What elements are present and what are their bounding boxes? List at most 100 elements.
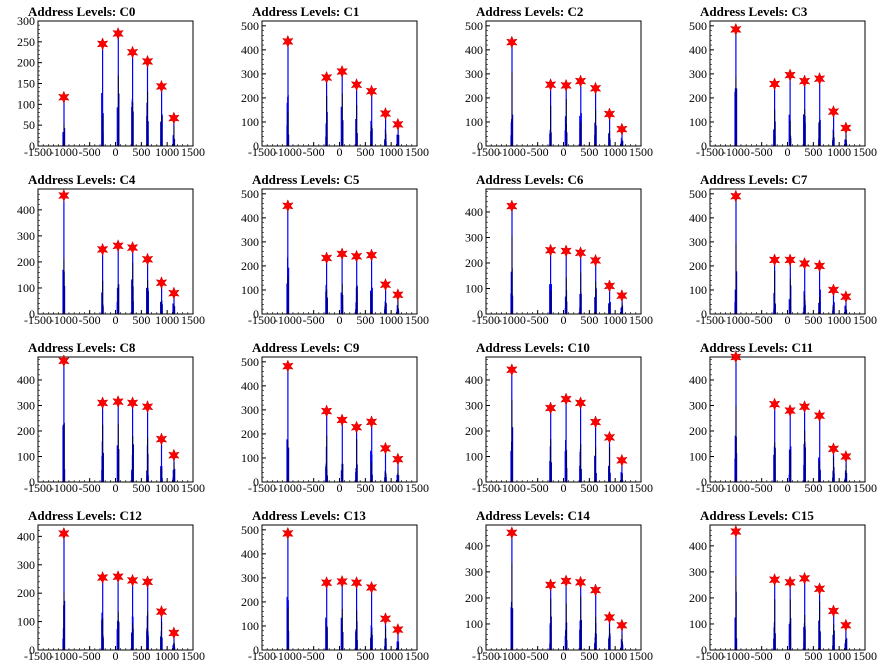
histogram-bars	[510, 372, 624, 482]
y-tick-label: 300	[689, 235, 707, 249]
x-tick-label: 1500	[629, 313, 653, 327]
x-tick-label: 0	[337, 145, 343, 159]
y-tick-label: 100	[241, 451, 259, 465]
y-tick-label: 400	[17, 529, 35, 543]
histogram-bars	[62, 201, 176, 314]
y-tick-label: 400	[465, 205, 483, 219]
histogram-bars	[510, 44, 624, 146]
panel-title: Address Levels: C12	[28, 508, 142, 523]
histogram-bars	[734, 530, 848, 650]
y-tick-label: 0	[477, 139, 483, 153]
y-tick-label: 0	[29, 307, 35, 321]
peak-marker	[392, 622, 404, 637]
y-tick-label: 300	[17, 398, 35, 412]
y-tick-label: 500	[241, 187, 259, 201]
panel-title: Address Levels: C9	[252, 340, 360, 355]
peak-marker	[168, 111, 180, 125]
histogram-bars	[734, 194, 848, 314]
y-tick-label: 200	[17, 56, 35, 70]
x-tick-label: 1000	[155, 145, 179, 159]
peak-marker	[141, 575, 154, 589]
panel-plot: -1500-1000 -500 0 500 1000 1500 0 100 200 300 400	[689, 350, 877, 495]
peak-marker	[813, 72, 826, 86]
peak-markers	[282, 526, 404, 637]
x-tick-label: -1500	[248, 145, 276, 159]
y-tick-label: 0	[701, 475, 707, 489]
plot-frame	[37, 20, 194, 147]
x-tick-label: -1500	[472, 145, 500, 159]
peak-marker	[392, 288, 404, 302]
y-tick-label: 300	[689, 565, 707, 579]
x-tick-label: 1000	[155, 649, 179, 663]
peak-marker	[379, 106, 392, 121]
peak-marker	[282, 526, 294, 541]
peak-marker	[336, 574, 348, 589]
peak-marker	[336, 64, 348, 79]
histogram-panel-c2: Address Levels: C2 -1500 -1000 -500 0 500 1000…	[448, 0, 672, 168]
y-tick-label: 0	[253, 139, 259, 153]
x-tick-label: -1000	[50, 481, 78, 495]
peak-markers	[282, 359, 404, 466]
y-tick-label: 0	[477, 307, 483, 321]
x-tick-label: 1000	[379, 313, 403, 327]
y-tick-label: 400	[465, 373, 483, 387]
histogram-panel-c10: Address Levels: C10 -1500 -1000 -500 0 500 100…	[448, 336, 672, 504]
peak-marker	[112, 239, 124, 253]
panel-title: Address Levels: C10	[476, 340, 590, 355]
y-tick-label: 100	[465, 281, 483, 295]
peak-marker	[155, 276, 168, 290]
panel-plot: -1500-1000 -500 0 500 1000 1500 0 100 200 300 400	[17, 354, 205, 495]
peak-marker	[58, 188, 70, 203]
y-tick-label: 500	[241, 523, 259, 537]
x-tick-label: -1500	[24, 649, 52, 663]
x-tick-label: 1000	[155, 313, 179, 327]
peak-marker	[506, 363, 518, 377]
y-tick-label: 400	[689, 373, 707, 387]
peak-marker	[589, 253, 602, 268]
y-tick-label: 500	[241, 355, 259, 369]
x-tick-label: 500	[132, 145, 150, 159]
x-tick-label: -500	[79, 313, 101, 327]
y-tick-label: 500	[465, 19, 483, 33]
histogram-bars	[286, 42, 400, 146]
x-tick-label: 1500	[629, 481, 653, 495]
histogram-panel-c1: Address Levels: C1 -1500 -1000 -500 0 500 1000…	[224, 0, 448, 168]
peak-marker	[560, 78, 572, 93]
x-tick-label: 500	[580, 145, 598, 159]
x-tick-label: 500	[356, 313, 374, 327]
panel-title: Address Levels: C8	[28, 340, 136, 355]
peak-marker	[616, 122, 628, 136]
x-tick-label: 1000	[827, 313, 851, 327]
y-tick-label: 400	[465, 43, 483, 57]
x-tick-label: 500	[804, 481, 822, 495]
histogram-panel-c4: Address Levels: C4 -1500 -1000 -500 0 500 1000…	[0, 168, 224, 336]
x-tick-label: 0	[561, 481, 567, 495]
x-tick-label: 500	[580, 649, 598, 663]
peak-marker	[365, 84, 378, 98]
x-tick-label: -1500	[24, 313, 52, 327]
y-tick-label: 100	[241, 619, 259, 633]
y-tick-label: 300	[241, 235, 259, 249]
x-tick-label: 1500	[853, 481, 877, 495]
x-tick-label: 1500	[405, 649, 429, 663]
peak-marker	[96, 396, 109, 410]
panel-title: Address Levels: C4	[28, 172, 136, 187]
peak-marker	[560, 392, 572, 406]
y-tick-label: 200	[241, 259, 259, 273]
x-tick-label: -500	[527, 313, 549, 327]
peak-marker	[827, 283, 840, 297]
peak-marker	[574, 246, 587, 260]
x-tick-label: 1000	[603, 481, 627, 495]
y-tick-label: 200	[241, 595, 259, 609]
peak-marker	[813, 408, 826, 423]
peak-marker	[574, 575, 587, 589]
x-tick-label: -1500	[696, 313, 724, 327]
x-tick-label: -1500	[696, 481, 724, 495]
x-tick-label: -1000	[50, 145, 78, 159]
peak-marker	[155, 79, 168, 94]
y-tick-label: 0	[701, 307, 707, 321]
y-tick-label: 300	[17, 558, 35, 572]
panel-title: Address Levels: C1	[252, 4, 360, 19]
peak-marker	[603, 430, 616, 445]
peak-marker	[560, 244, 572, 258]
